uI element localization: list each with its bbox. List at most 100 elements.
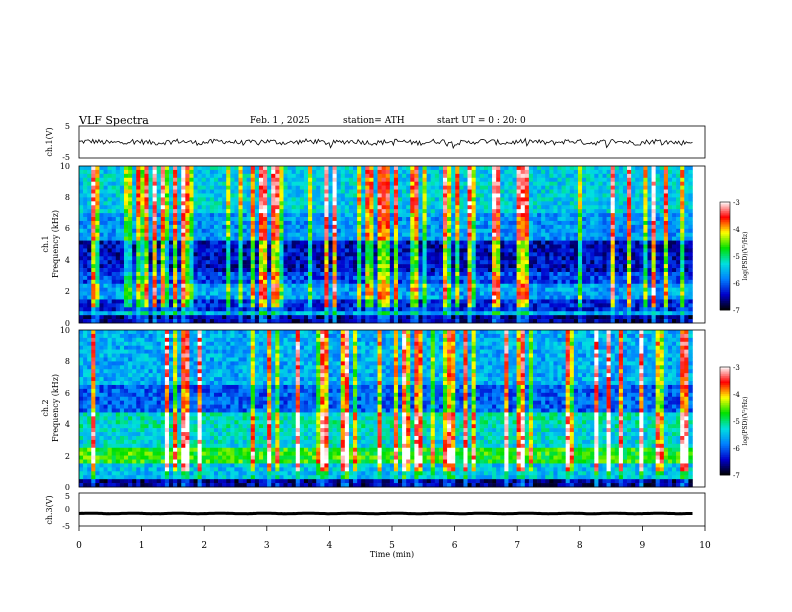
spectrogram-cell: [115, 252, 121, 257]
spectrogram-cell: [258, 283, 264, 288]
spectrogram-cell: [324, 268, 329, 273]
spectrogram-cell: [111, 275, 117, 281]
spectrogram-cell: [520, 181, 526, 186]
spectrogram-cell: [496, 193, 501, 198]
spectrogram-cell: [344, 166, 350, 171]
spectrogram-cell: [557, 315, 562, 320]
spectrogram-cell: [504, 224, 509, 230]
spectrogram-cell: [123, 177, 129, 182]
spectrogram-cell: [144, 201, 149, 206]
spectrogram-cell: [532, 248, 538, 253]
spectrogram-cell: [242, 303, 247, 308]
spectrogram-cell: [389, 213, 395, 218]
spectrogram-cell: [295, 268, 301, 273]
spectrogram-cell: [463, 224, 468, 230]
spectrogram-cell: [115, 295, 121, 300]
spectrogram-cell: [377, 209, 382, 214]
spectrogram-cell: [385, 177, 391, 182]
spectrogram-cell: [177, 248, 182, 253]
spectrogram-cell: [181, 220, 186, 226]
spectrogram-cell: [87, 232, 92, 237]
spectrogram-cell: [553, 291, 558, 296]
spectrogram-cell: [160, 244, 166, 249]
spectrogram-cell: [234, 166, 239, 171]
spectrogram-cell: [357, 166, 362, 171]
spectrogram-cell: [250, 169, 256, 175]
spectrogram-cell: [209, 275, 215, 281]
spectrogram-cell: [467, 166, 472, 171]
spectrogram-cell: [434, 177, 440, 182]
spectrogram-cell: [160, 307, 166, 312]
spectrogram-cell: [177, 173, 182, 179]
spectrogram-cell: [451, 166, 456, 171]
spectrogram-cell: [324, 220, 329, 226]
spectrogram-cell: [426, 201, 432, 206]
spectrogram-cell: [426, 252, 432, 257]
spectrogram-cell: [132, 197, 137, 202]
spectrogram-cell: [479, 240, 485, 245]
spectrogram-cell: [119, 275, 125, 281]
spectrogram-cell: [369, 193, 374, 198]
spectrogram-cell: [185, 209, 190, 214]
spectrogram-cell: [463, 209, 468, 214]
spectrogram-cell: [308, 228, 313, 234]
spectrogram-cell: [573, 291, 579, 296]
spectrogram-cell: [582, 275, 587, 281]
spectrogram-cell: [328, 319, 333, 324]
spectrogram-cell: [524, 228, 530, 234]
spectrogram-cell: [553, 311, 558, 316]
spectrogram-cell: [398, 248, 403, 253]
spectrogram-cell: [132, 256, 137, 261]
spectrogram-cell: [492, 275, 497, 281]
spectrogram-cell: [475, 169, 481, 175]
spectrogram-cell: [242, 189, 247, 194]
spectrogram-cell: [573, 232, 579, 237]
spectrogram-cell: [107, 295, 113, 300]
spectrogram-cell: [475, 185, 481, 190]
spectrogram-cell: [136, 209, 141, 214]
spectrogram-cell: [258, 248, 264, 253]
spectrogram-cell: [119, 169, 125, 175]
spectrogram-cell: [406, 193, 411, 198]
spectrogram-cell: [271, 264, 276, 269]
spectrogram-cell: [295, 213, 301, 218]
spectrogram-cell: [577, 275, 583, 281]
spectrogram-cell: [492, 279, 497, 285]
spectrogram-cell: [119, 256, 125, 261]
spectrogram-cell: [95, 244, 100, 249]
spectrogram-cell: [471, 299, 477, 304]
spectrogram-cell: [299, 193, 305, 198]
spectrogram-cell: [181, 185, 186, 190]
spectrogram-cell: [389, 232, 395, 237]
spectrogram-cell: [87, 166, 92, 171]
spectrogram-cell: [541, 252, 546, 257]
spectrogram-cell: [496, 319, 501, 324]
spectrogram-cell: [520, 260, 526, 265]
spectrogram-cell: [381, 201, 387, 206]
spectrogram-cell: [381, 287, 387, 292]
spectrogram-cell: [111, 295, 117, 300]
spectrogram-cell: [549, 319, 554, 324]
spectrogram-cell: [393, 319, 399, 324]
spectrogram-cell: [353, 217, 358, 222]
spectrogram-cell: [303, 260, 309, 265]
spectrogram-cell: [148, 197, 153, 202]
spectrogram-cell: [173, 193, 178, 198]
spectrogram-cell: [528, 236, 534, 241]
spectrogram-cell: [164, 201, 170, 206]
spectrogram-cell: [455, 299, 460, 304]
spectrogram-cell: [365, 173, 370, 179]
spectrogram-cell: [463, 213, 468, 218]
spectrogram-cell: [230, 166, 235, 171]
spectrogram-cell: [218, 177, 223, 182]
spectrogram-cell: [148, 224, 153, 230]
spectrogram-cell: [410, 303, 415, 308]
spectrogram-cell: [414, 319, 419, 324]
spectrogram-cell: [426, 271, 432, 277]
spectrogram-cell: [402, 275, 407, 281]
spectrogram-cell: [193, 169, 198, 175]
spectrogram-cell: [160, 224, 166, 230]
spectrogram-cell: [123, 256, 129, 261]
spectrogram-cell: [123, 248, 129, 253]
spectrogram-cell: [463, 307, 468, 312]
